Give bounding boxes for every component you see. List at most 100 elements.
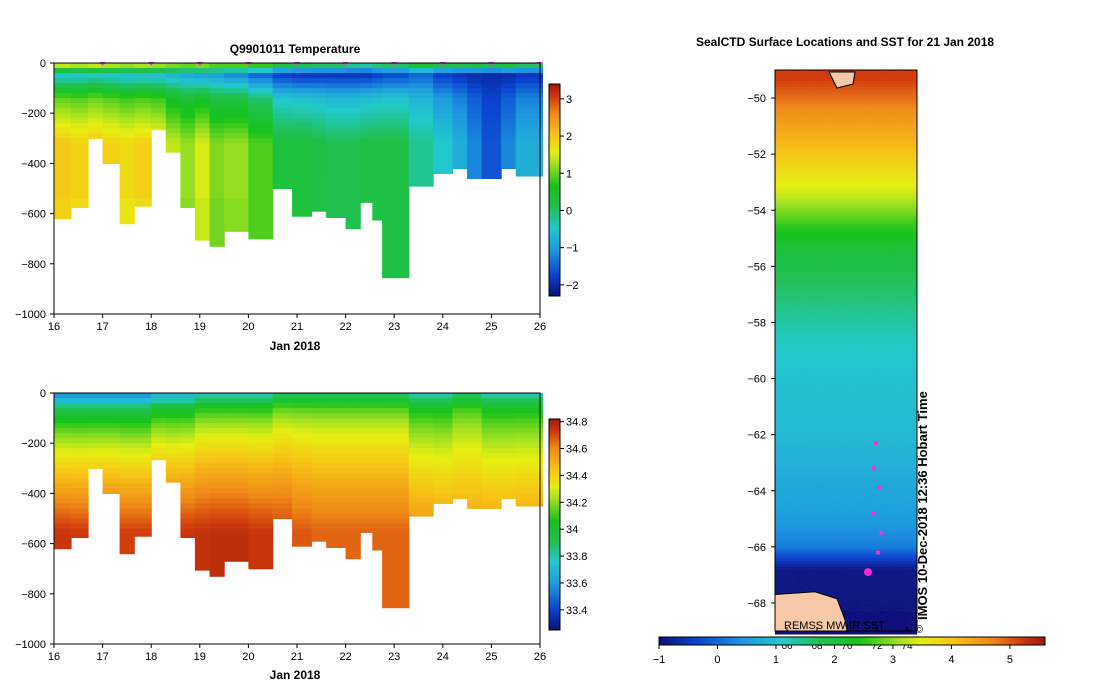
- profile-cell: [345, 468, 361, 474]
- profile-cell: [54, 523, 72, 530]
- profile-cell: [119, 213, 135, 220]
- profile-cell: [292, 173, 313, 179]
- profile-cell: [151, 413, 167, 419]
- profile-cell: [180, 143, 196, 149]
- profile-cell: [180, 123, 196, 129]
- profile-cell: [119, 468, 135, 474]
- profile-cell: [372, 68, 383, 74]
- profile-cell: [102, 428, 121, 434]
- sst-band: [775, 165, 917, 169]
- profile-cell: [180, 203, 196, 208]
- profile-cell: [467, 138, 483, 144]
- profile-cell: [180, 423, 196, 429]
- profile-cell: [452, 473, 468, 479]
- profile-cell: [71, 63, 89, 69]
- profile-cell: [180, 418, 196, 424]
- profile-cell: [209, 78, 225, 84]
- profile-cell: [452, 68, 468, 74]
- profile-cell: [180, 73, 196, 79]
- profile-cell: [382, 193, 410, 200]
- profile-cell: [292, 418, 313, 424]
- profile-cell: [345, 463, 361, 469]
- profile-cell: [501, 408, 517, 414]
- sst-band: [775, 92, 917, 96]
- profile-cell: [467, 403, 483, 409]
- profile-cell: [326, 68, 347, 74]
- profile-cell: [88, 113, 104, 119]
- profile-cell: [467, 128, 483, 134]
- profile-cell: [345, 473, 361, 479]
- profile-cell: [102, 433, 121, 439]
- profile-cell: [345, 538, 361, 545]
- sst-band: [775, 227, 917, 231]
- profile-cell: [360, 123, 373, 129]
- profile-cell: [272, 178, 293, 185]
- profile-cell: [71, 448, 89, 454]
- profile-cell: [194, 123, 211, 129]
- profile-cell: [248, 213, 274, 220]
- profile-cell: [71, 423, 89, 429]
- profile-cell: [360, 158, 373, 164]
- profile-cell: [180, 118, 196, 124]
- profile-cell: [272, 513, 293, 520]
- sst-band: [775, 288, 917, 293]
- profile-cell: [326, 398, 347, 404]
- profile-cell: [248, 228, 274, 235]
- profile-cell: [88, 63, 104, 69]
- profile-cell: [345, 428, 361, 434]
- profile-cell: [88, 68, 104, 74]
- profile-cell: [382, 453, 410, 459]
- sst-band: [775, 406, 917, 411]
- profile-cell: [345, 68, 361, 74]
- profile-cell: [272, 93, 293, 99]
- profile-cell: [433, 403, 454, 409]
- profile-cell: [209, 458, 225, 464]
- profile-cell: [292, 448, 313, 454]
- profile-cell: [209, 503, 225, 509]
- sst-band: [775, 555, 917, 559]
- profile-cell: [119, 408, 135, 414]
- profile-cell: [224, 408, 249, 414]
- profile-cell: [71, 143, 89, 149]
- profile-cell: [326, 503, 347, 509]
- profile-cell: [88, 88, 104, 94]
- profile-cell: [501, 148, 517, 154]
- profile-cell: [224, 203, 249, 210]
- profile-cell: [481, 423, 502, 429]
- profile-cell: [194, 213, 211, 220]
- profile-cell: [360, 393, 373, 399]
- profile-cell: [180, 148, 196, 154]
- profile-cell: [151, 443, 167, 449]
- profile-cell: [88, 428, 104, 434]
- profile-cell: [311, 468, 327, 474]
- profile-cell: [180, 93, 196, 99]
- profile-cell: [119, 473, 135, 479]
- profile-cell: [88, 403, 104, 409]
- profile-cell: [272, 478, 293, 484]
- profile-cell: [467, 133, 483, 139]
- profile-cell: [372, 463, 383, 469]
- profile-cell: [180, 113, 196, 119]
- profile-cell: [382, 178, 410, 185]
- profile-cell: [54, 163, 72, 169]
- sst-band: [775, 583, 917, 587]
- profile-cell: [515, 393, 543, 399]
- profile-cell: [248, 393, 274, 399]
- profile-cell: [248, 523, 274, 530]
- profile-cell: [165, 68, 181, 74]
- profile-cell: [345, 423, 361, 429]
- longitude-tick-label: 68: [811, 641, 823, 652]
- seal-track-point: [878, 530, 884, 535]
- profile-cell: [292, 188, 313, 195]
- profile-cell: [119, 423, 135, 429]
- profile-cell: [194, 108, 211, 114]
- profile-cell: [311, 483, 327, 489]
- profile-cell: [292, 458, 313, 464]
- profile-cell: [54, 508, 72, 515]
- profile-cell: [501, 88, 517, 94]
- profile-cell: [71, 433, 89, 439]
- sst-band: [775, 213, 917, 217]
- profile-cell: [382, 243, 410, 250]
- profile-column: [311, 393, 327, 542]
- profile-cell: [292, 528, 313, 535]
